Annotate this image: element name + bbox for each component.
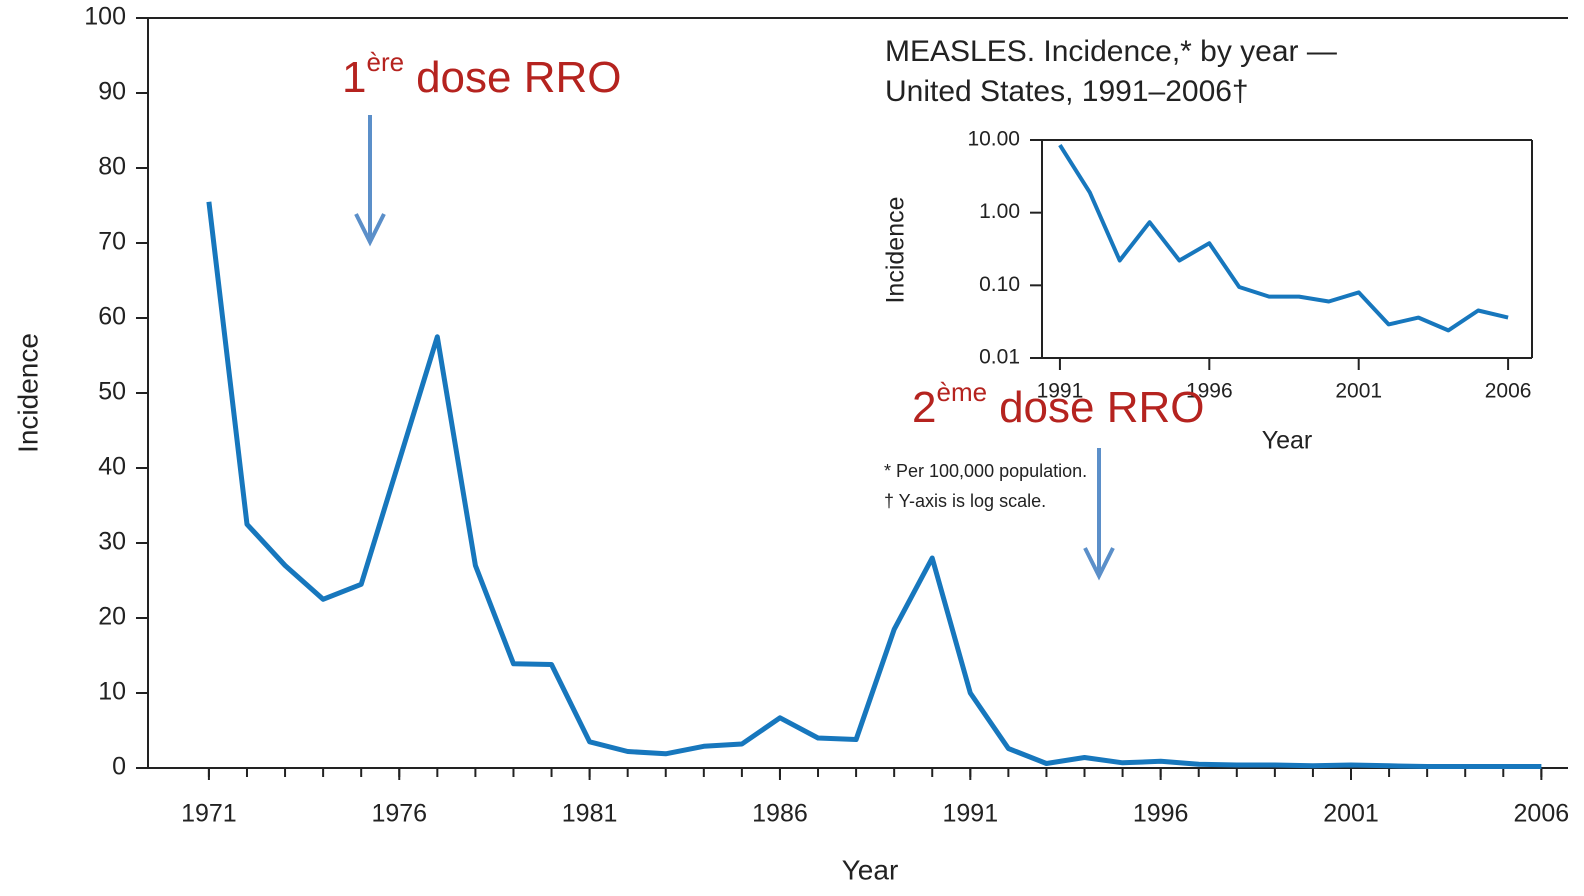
x-tick-label: 2006 [1514,800,1570,828]
y-axis-label: Incidence [882,196,910,303]
annotation-sup: ème [936,377,987,407]
annotation-sup: ère [366,47,404,77]
y-tick-label: 60 [98,303,126,331]
y-tick-label: 20 [98,603,126,631]
plot: 0 10 20 30 40 50 60 70 80 90 100 1971 1976 1981 1986 19… [12,3,1569,886]
x-tick-label: 1996 [1186,380,1233,403]
x-tick-label: 2006 [1485,380,1532,403]
x-tick-label: 2001 [1335,380,1382,403]
chart-title: United States, 1991–2006† [885,75,1249,108]
x-tick-label: 1991 [942,800,998,828]
y-tick-label: 50 [98,378,126,406]
annotation: 2ème dose RRO [912,377,1204,432]
annotation-text: dose RRO [416,53,621,102]
y-tick-label: 70 [98,228,126,256]
y-tick-label: 0 [112,753,126,781]
series-line [1058,144,1509,333]
y-tick-label: 30 [98,528,126,556]
y-tick-label: 100 [84,3,126,31]
y-tick-label: 40 [98,453,126,481]
arrow [1083,448,1115,581]
annotation: 1ère dose RRO [342,47,621,102]
y-tick-label: 0.01 [979,346,1020,369]
footnote: † Y-axis is log scale. [884,491,1046,511]
y-axis-label: Incidence [12,333,43,453]
x-axis-label: Year [1262,427,1313,455]
x-tick-label: 1971 [181,800,237,828]
chart-title: MEASLES. Incidence,* by year — [885,35,1337,68]
x-tick-label: 1996 [1133,800,1189,828]
y-tick-label: 80 [98,153,126,181]
annotation-number: 2 [912,383,936,432]
chart-layer: 0 10 20 30 40 50 60 70 80 90 100 1971 1976 1981 1986 19… [12,3,1569,886]
y-tick-label: 1.00 [979,200,1020,223]
annotation-text: dose RRO [999,383,1204,432]
x-tick-label: 1976 [371,800,427,828]
x-tick-label: 1991 [1037,380,1084,403]
annotation-number: 1 [342,53,366,102]
y-tick-label: 90 [98,78,126,106]
arrow [354,115,386,247]
y-tick-label: 0.10 [979,273,1020,296]
y-tick-label: 10 [98,678,126,706]
y-tick-label: 10.00 [967,128,1020,151]
x-tick-label: 2001 [1323,800,1379,828]
x-tick-label: 1981 [562,800,618,828]
series-line [206,201,1542,769]
x-tick-label: 1986 [752,800,808,828]
footnote: * Per 100,000 population. [884,461,1087,481]
plot: 10.00 1.00 0.10 0.01 1991 1996 2001 2006 Year Inc… [882,35,1533,511]
x-axis-label: Year [842,854,899,885]
